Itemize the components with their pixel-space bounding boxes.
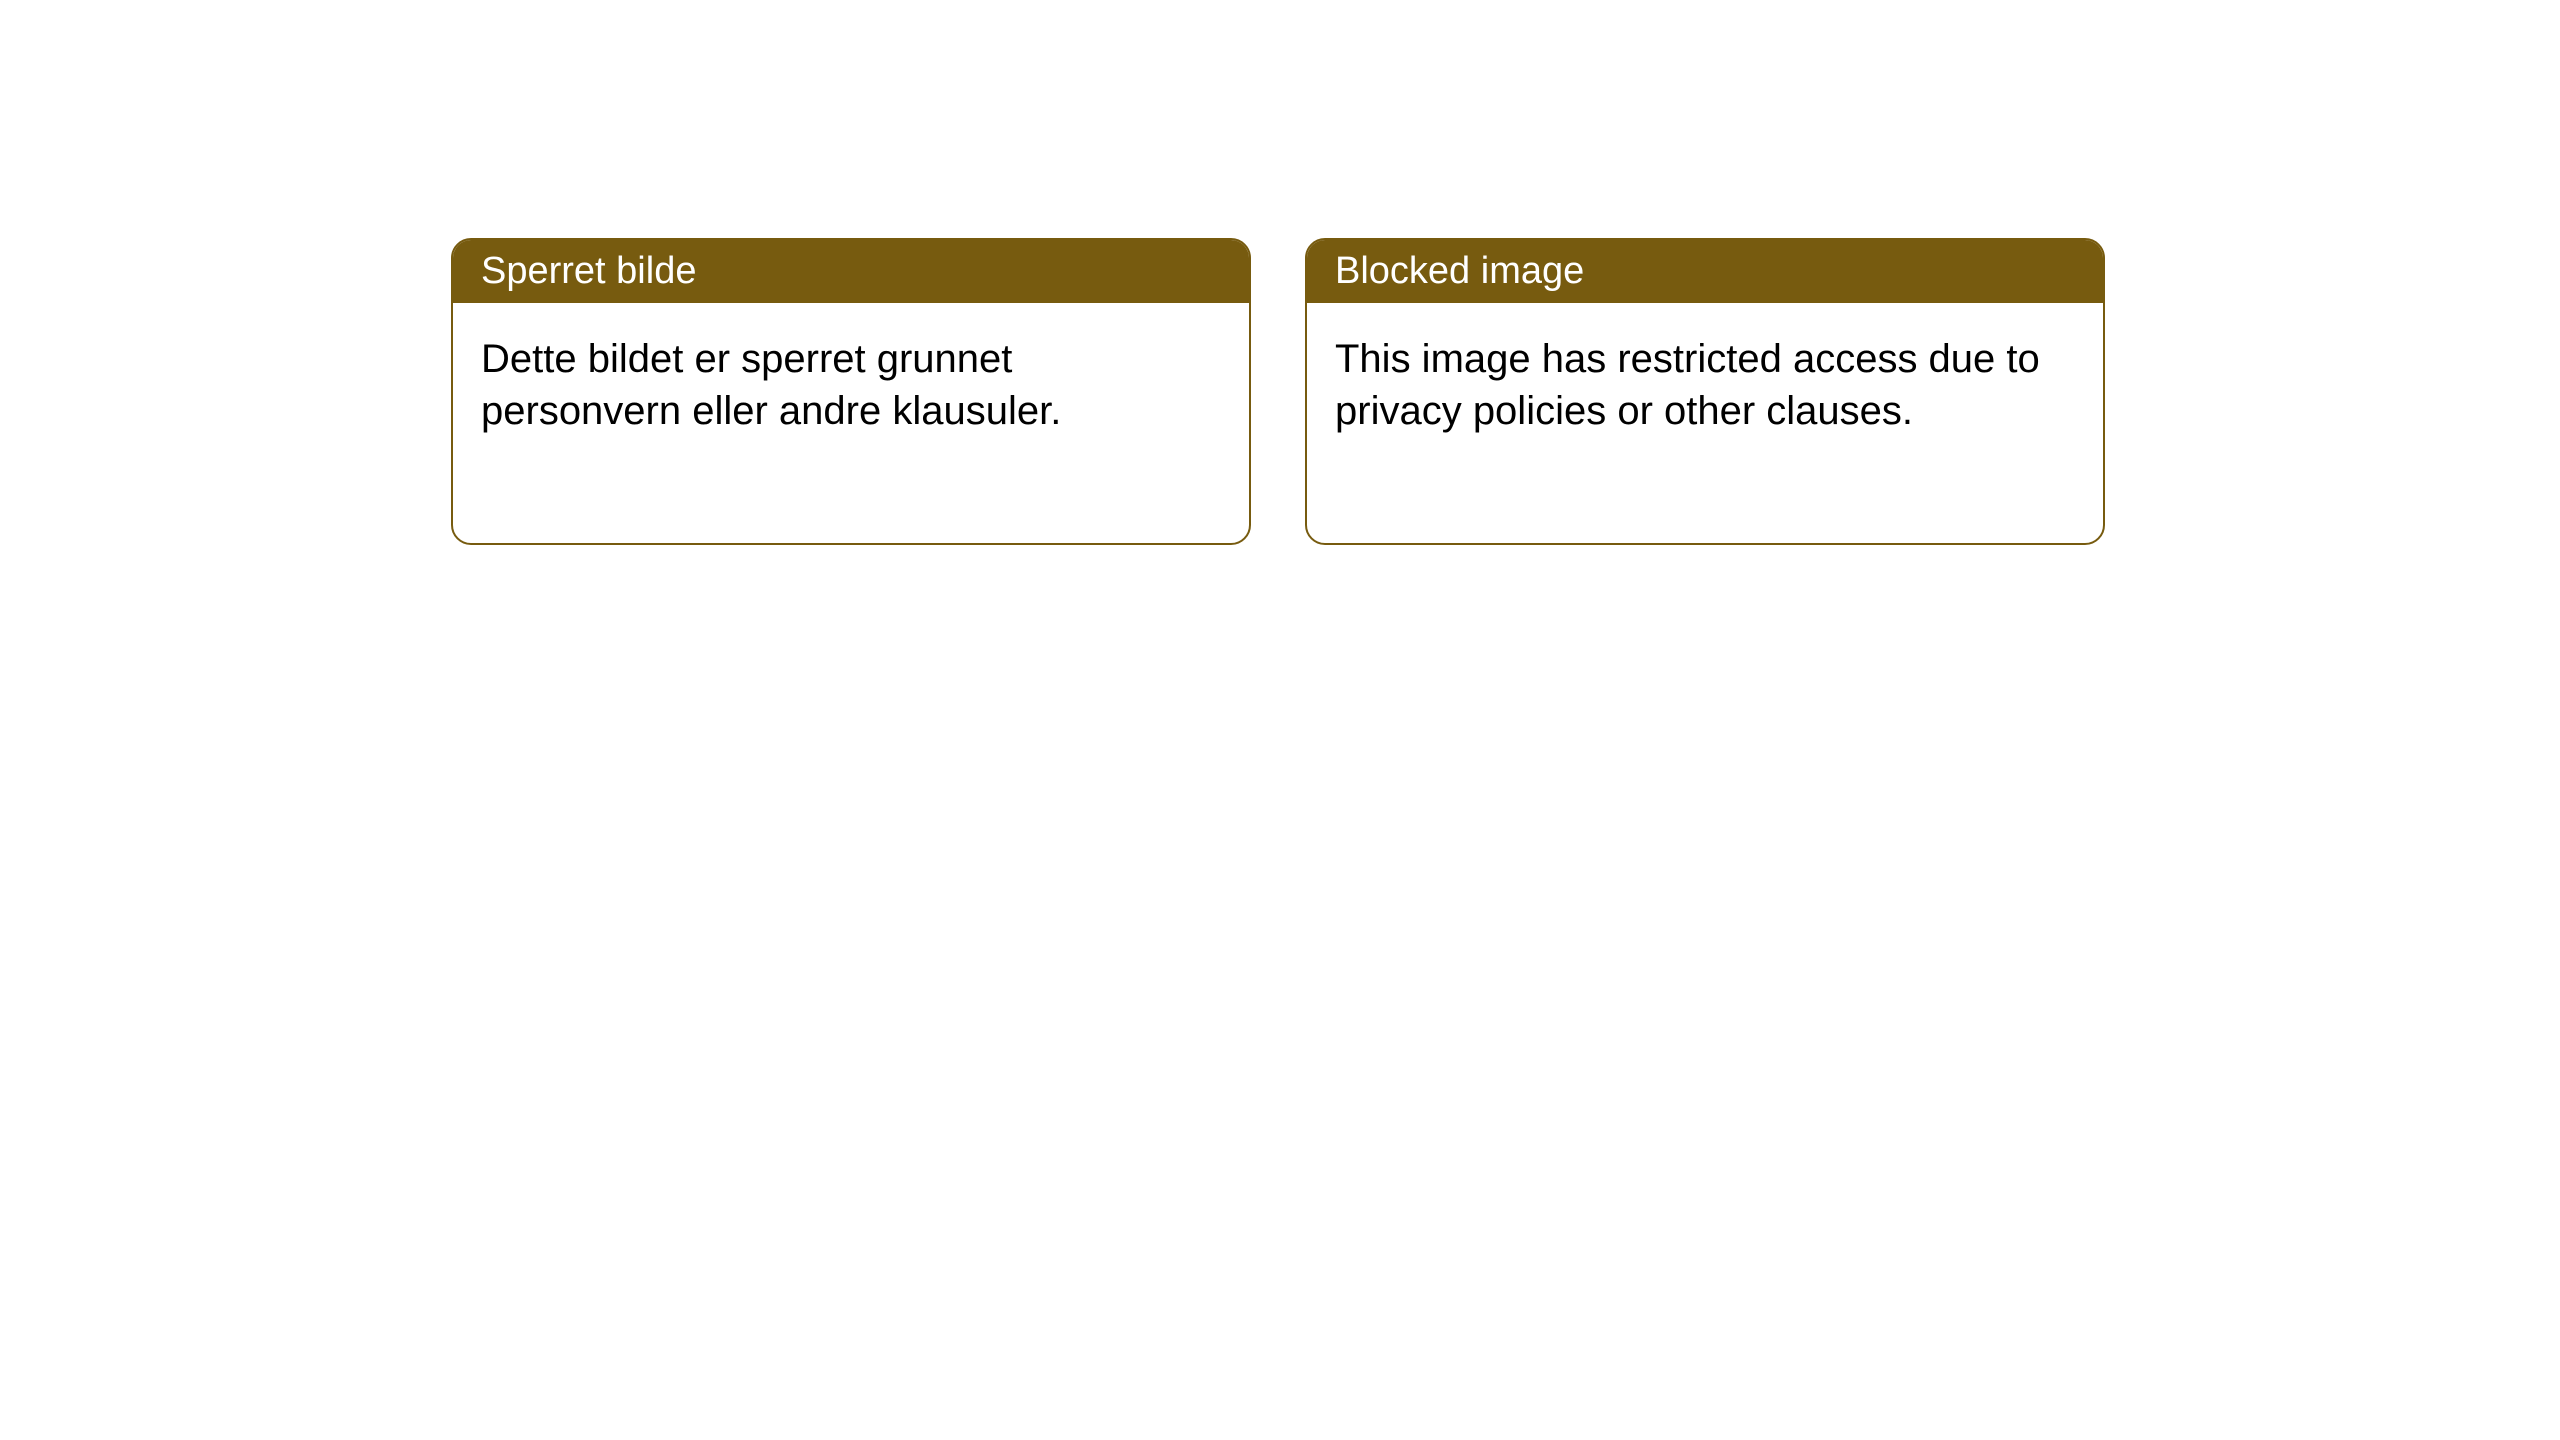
notice-header-english: Blocked image [1307, 240, 2103, 303]
notice-text: Dette bildet er sperret grunnet personve… [481, 337, 1061, 433]
notice-text: This image has restricted access due to … [1335, 337, 2040, 433]
notice-title: Sperret bilde [481, 250, 696, 292]
notice-container: Sperret bilde Dette bildet er sperret gr… [451, 238, 2105, 545]
notice-body-norwegian: Dette bildet er sperret grunnet personve… [453, 303, 1249, 543]
notice-box-norwegian: Sperret bilde Dette bildet er sperret gr… [451, 238, 1251, 545]
notice-box-english: Blocked image This image has restricted … [1305, 238, 2105, 545]
notice-header-norwegian: Sperret bilde [453, 240, 1249, 303]
notice-title: Blocked image [1335, 250, 1584, 292]
notice-body-english: This image has restricted access due to … [1307, 303, 2103, 543]
